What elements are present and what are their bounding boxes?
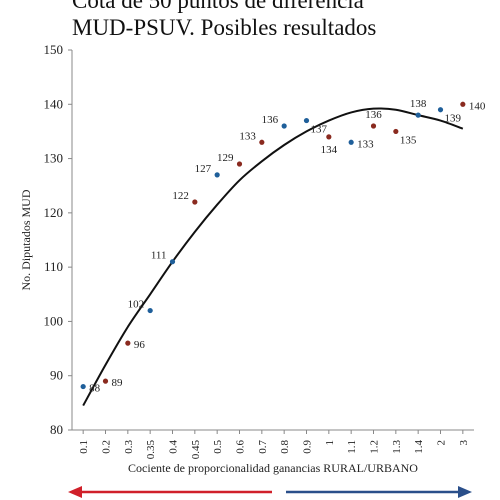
x-tick-label: 2 <box>436 440 448 446</box>
data-label: 138 <box>410 98 427 110</box>
data-label: 136 <box>365 109 382 121</box>
data-label: 137 <box>311 124 328 136</box>
x-tick-label: 1.4 <box>413 440 425 454</box>
data-label: 89 <box>112 377 124 389</box>
data-point <box>393 128 399 135</box>
x-tick-label: 0.7 <box>257 440 269 454</box>
data-point <box>326 134 332 140</box>
data-point <box>147 307 153 314</box>
x-tick-label: 0.8 <box>279 440 291 454</box>
data-point <box>437 107 444 113</box>
left-arrow-head <box>68 486 82 498</box>
y-tick-label: 150 <box>44 42 64 57</box>
data-label: 111 <box>151 250 167 262</box>
x-tick-label: 1 <box>324 440 336 446</box>
x-tick-label: 0.9 <box>302 440 314 454</box>
data-label: 134 <box>321 144 338 156</box>
data-point <box>102 378 109 384</box>
x-axis-label: Cociente de proporcionalidad ganancias R… <box>128 461 418 475</box>
x-tick-label: 0.35 <box>145 440 157 460</box>
chart-title-line-1: Cota de 50 puntos de diferencia <box>72 0 364 13</box>
x-tick-label: 0.45 <box>190 440 202 460</box>
data-label: 139 <box>445 113 462 125</box>
y-tick-label: 100 <box>44 313 64 328</box>
data-point <box>214 172 220 178</box>
y-tick-label: 110 <box>44 259 63 274</box>
trendline-group <box>82 107 464 407</box>
data-label: 122 <box>172 190 189 202</box>
x-tick-label: 1.1 <box>346 440 358 454</box>
data-label: 136 <box>262 114 279 126</box>
data-point <box>370 123 377 129</box>
data-label: 102 <box>128 299 145 311</box>
x-tick-label: 1.2 <box>369 440 381 454</box>
x-tick-label: 1.3 <box>391 440 403 454</box>
chart-title: Cota de 50 puntos de diferencia MUD-PSUV… <box>72 0 492 41</box>
data-point <box>125 340 131 346</box>
x-tick-label: 0.1 <box>78 440 90 454</box>
data-point <box>348 139 354 145</box>
right-arrow-head <box>458 486 472 498</box>
y-axis: 80 90 100 110 120 130 140 150 <box>44 42 73 437</box>
data-label: 140 <box>469 100 486 112</box>
data-points: 88 89 96 102 111 122 127 129 133 136 137 134 133 136 1… <box>80 98 486 395</box>
y-tick-label: 130 <box>44 151 64 166</box>
data-point <box>415 112 421 118</box>
data-point <box>169 259 176 265</box>
x-tick-label: 0.3 <box>123 440 135 454</box>
x-axis: 0.1 0.2 0.3 0.35 0.4 0.45 0.5 0.6 0.7 0.8 0.9 1 1.1 1… <box>72 429 474 460</box>
y-tick-label: 120 <box>44 205 64 220</box>
data-point <box>460 101 466 107</box>
data-point <box>281 123 287 129</box>
y-tick-label: 140 <box>44 96 64 111</box>
direction-arrows <box>68 486 472 498</box>
data-label: 135 <box>400 134 417 146</box>
data-label: 133 <box>239 130 256 142</box>
data-label: 127 <box>195 163 212 175</box>
x-tick-label: 3 <box>458 440 470 446</box>
data-label: 129 <box>217 152 234 164</box>
data-point <box>259 139 265 145</box>
y-tick-label: 80 <box>50 422 63 437</box>
data-label: 88 <box>89 383 101 395</box>
x-tick-label: 0.5 <box>212 440 224 454</box>
x-tick-label: 0.2 <box>101 440 113 454</box>
data-point <box>303 117 310 124</box>
data-point <box>80 383 86 390</box>
data-point <box>236 161 243 167</box>
trendline <box>82 107 464 407</box>
data-label: 96 <box>134 339 146 351</box>
y-tick-label: 90 <box>50 368 63 383</box>
chart-title-line-2: MUD-PSUV. Posibles resultados <box>72 15 377 40</box>
x-tick-label: 0.6 <box>235 440 247 454</box>
data-point <box>192 199 198 205</box>
x-tick-label: 0.4 <box>168 440 180 454</box>
y-axis-label: No. Diputados MUD <box>19 189 33 290</box>
data-label: 133 <box>357 138 374 150</box>
